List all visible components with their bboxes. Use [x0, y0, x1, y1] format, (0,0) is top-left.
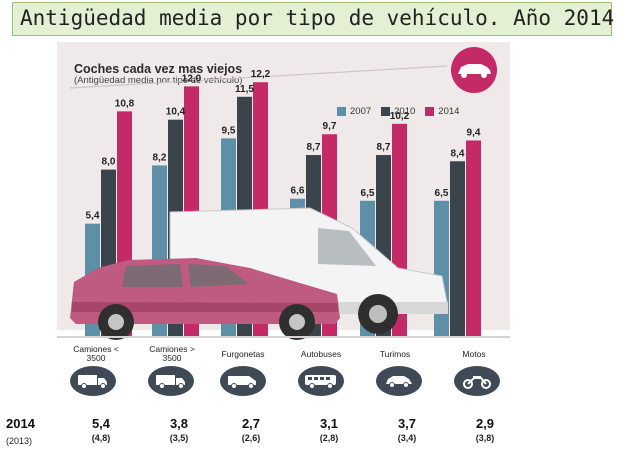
- bar-label-2010-2: 11,5: [235, 84, 254, 95]
- bar-2007-5: [434, 200, 449, 336]
- bar-label-2014-0: 10,8: [115, 98, 135, 109]
- van-icon: [220, 366, 266, 396]
- bar-label-2007-4: 6,5: [361, 188, 375, 199]
- year-label-2014: 2014: [6, 416, 35, 431]
- truck-icon: [148, 366, 194, 396]
- category-label-line1: Camiones >: [149, 344, 195, 354]
- motorcycle-icon: [454, 366, 500, 396]
- value-2013-camiones-large: (3,5): [169, 433, 189, 443]
- category-label-line1: Autobuses: [300, 349, 342, 359]
- category-label-line2: 3500: [162, 353, 182, 363]
- value-2013-motos: (3,8): [475, 433, 495, 443]
- legend-label-2014: 2014: [438, 105, 460, 117]
- chart-legend: 2007 2010 2014: [337, 104, 469, 118]
- year-label-2013: (2013): [6, 436, 33, 446]
- value-2013-turimos: (3,4): [397, 433, 417, 443]
- category-label-motos: Motos: [450, 350, 498, 359]
- bar-label-2014-5: 9,4: [467, 127, 481, 138]
- category-label-line1: Motos: [462, 349, 486, 359]
- bar-label-2010-0: 8,0: [102, 157, 116, 168]
- value-2014-turimos: 3,7: [397, 416, 417, 431]
- bar-label-2007-5: 6,5: [435, 188, 449, 199]
- page-title: Antigüedad media por tipo de vehículo. A…: [20, 6, 615, 30]
- truck-icon: [70, 366, 116, 396]
- bar-2010-5: [450, 161, 465, 336]
- value-2014-camiones-large: 3,8: [169, 416, 189, 431]
- bar-label-2014-1: 12,0: [182, 73, 202, 84]
- category-label-furgonetas: Furgonetas: [215, 350, 271, 359]
- bar-labels-group: 5,48,010,88,210,412,09,511,512,26,68,79,…: [86, 69, 481, 221]
- category-label-camiones-large: Camiones > 3500: [144, 345, 200, 363]
- bar-label-2010-5: 8,4: [451, 148, 465, 159]
- value-2013-camiones-small: (4,8): [91, 433, 111, 443]
- category-label-turimos: Turimos: [370, 350, 420, 359]
- chart-title: Coches cada vez mas viejos: [74, 62, 243, 76]
- bar-label-2007-2: 9,5: [222, 125, 236, 136]
- category-label-autobuses: Autobuses: [293, 350, 349, 359]
- bus-icon: [298, 366, 344, 396]
- legend-swatch-2014: [425, 106, 435, 116]
- bar-label-2007-3: 6,6: [291, 186, 305, 197]
- category-label-line1: Furgonetas: [221, 349, 265, 359]
- car-illustration: [70, 258, 340, 340]
- bar-label-2014-2: 12,2: [251, 69, 271, 80]
- bar-label-2014-3: 9,7: [323, 121, 337, 132]
- legend-label-2010: 2010: [394, 105, 416, 117]
- value-2014-autobuses: 3,1: [319, 416, 339, 431]
- legend-swatch-2007: [337, 106, 346, 116]
- bar-label-2014-4: 10,2: [390, 111, 410, 122]
- category-label-line1: Turimos: [379, 349, 411, 359]
- car-icon: [376, 366, 422, 396]
- chart-subtitle: (Antigüedad media por tipo de vehículo): [74, 75, 243, 86]
- legend-item-2007: 2007: [337, 106, 371, 117]
- bar-label-2007-0: 5,4: [86, 211, 100, 222]
- bar-label-2010-4: 8,7: [377, 142, 391, 153]
- value-2013-autobuses: (2,8): [319, 433, 339, 443]
- category-label-line1: Camiones <: [73, 344, 119, 354]
- category-label-line2: 3500: [86, 353, 106, 363]
- bar-label-2010-3: 8,7: [307, 142, 321, 153]
- value-2014-furgonetas: 2,7: [241, 416, 261, 431]
- value-2014-camiones-small: 5,4: [91, 416, 111, 431]
- bar-2014-5: [466, 140, 481, 336]
- bar-label-2010-1: 10,4: [166, 107, 186, 118]
- legend-label-2007: 2007: [350, 105, 372, 117]
- legend-item-2014: 2014: [425, 106, 459, 117]
- ground-line: [57, 336, 510, 338]
- bar-label-2007-1: 8,2: [153, 152, 167, 163]
- value-2014-motos: 2,9: [475, 416, 495, 431]
- legend-swatch-2010: [381, 106, 391, 116]
- value-2013-furgonetas: (2,6): [241, 433, 261, 443]
- legend-item-2010: 2010: [381, 106, 415, 117]
- infographic-bottom: [57, 330, 510, 442]
- car-badge-icon: [458, 64, 491, 78]
- title-bar: Antigüedad media por tipo de vehículo. A…: [12, 2, 615, 36]
- banner-line: [69, 65, 448, 89]
- category-label-camiones-small: Camiones < 3500: [68, 345, 124, 363]
